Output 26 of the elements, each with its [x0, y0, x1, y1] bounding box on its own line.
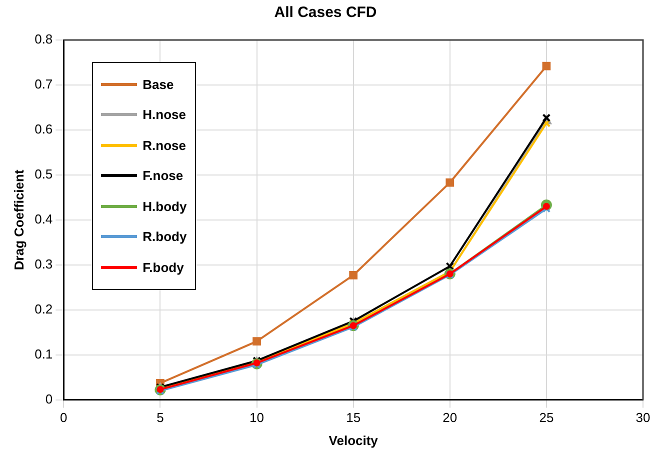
- y-tick-label: 0.2: [34, 301, 53, 316]
- legend-label: H.body: [142, 198, 187, 214]
- y-tick-label: 0.7: [34, 76, 53, 92]
- y-axis-title: Drag Coefficient: [11, 169, 26, 270]
- y-tick-label: 0: [45, 391, 53, 406]
- y-tick-label: 0.6: [34, 122, 53, 137]
- legend-label: F.body: [142, 260, 184, 275]
- x-tick-label: 25: [539, 410, 554, 426]
- x-tick-label: 0: [60, 410, 68, 426]
- x-tick-label: 20: [442, 410, 458, 426]
- x-tick-label: 15: [346, 410, 361, 426]
- chart-title: All Cases CFD: [274, 4, 377, 22]
- x-tick-label: 30: [636, 410, 650, 426]
- legend-label: H.nose: [142, 107, 186, 122]
- x-tick-label: 10: [250, 410, 264, 426]
- y-tick-label: 0.8: [34, 32, 53, 47]
- legend-label: F.nose: [142, 168, 184, 184]
- x-axis-title: Velocity: [328, 432, 379, 448]
- x-tick-label: 5: [156, 410, 164, 426]
- y-tick-label: 0.3: [34, 256, 53, 272]
- legend-label: Base: [142, 76, 174, 92]
- y-tick-label: 0.5: [34, 166, 53, 182]
- y-tick-label: 0.4: [34, 211, 53, 226]
- legend-label: R.nose: [142, 138, 186, 153]
- y-tick-label: 0.1: [34, 346, 53, 362]
- legend-label: R.body: [142, 229, 187, 244]
